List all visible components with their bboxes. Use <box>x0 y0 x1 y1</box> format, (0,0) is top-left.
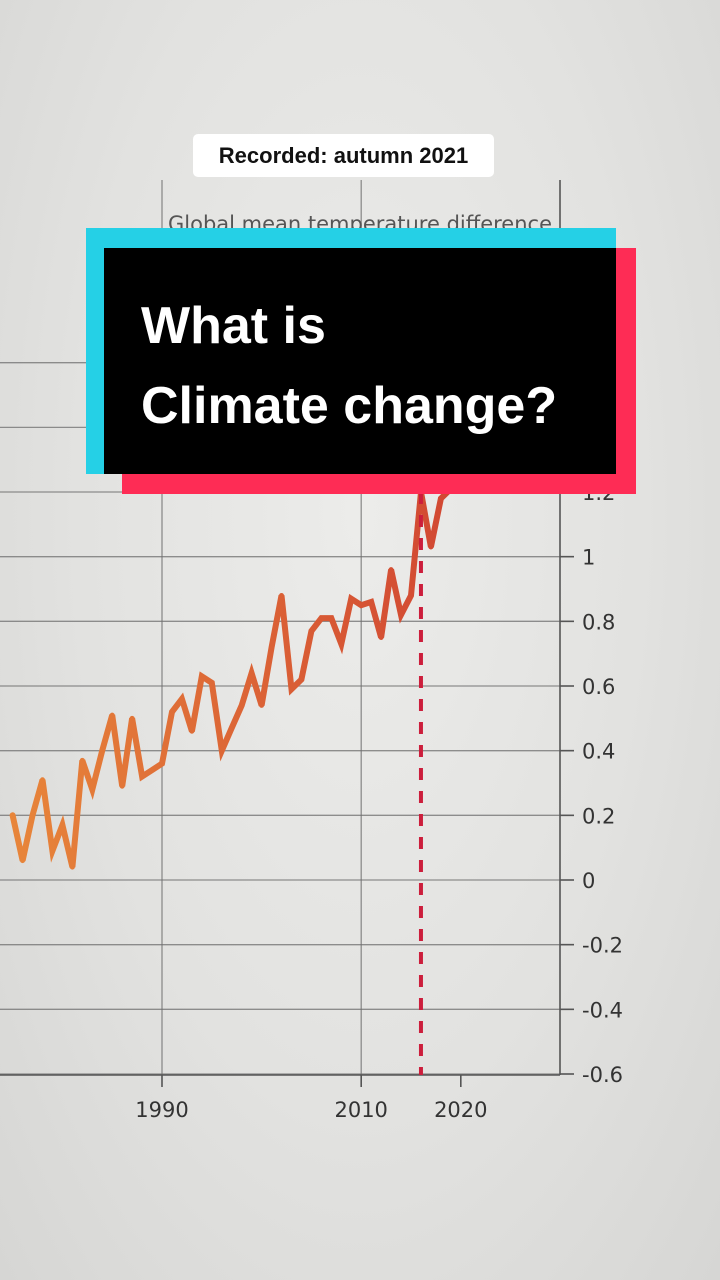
data-point <box>308 628 314 634</box>
data-point <box>269 644 275 650</box>
y-tick-label: 1 <box>582 546 595 570</box>
data-point <box>129 715 135 721</box>
data-point <box>109 712 115 718</box>
data-point <box>209 680 215 686</box>
y-tick-label: -0.2 <box>582 934 623 958</box>
data-point <box>89 786 95 792</box>
data-point <box>348 596 354 602</box>
x-tick-label: 1990 <box>135 1098 188 1122</box>
data-point <box>388 567 394 573</box>
data-point <box>259 702 265 708</box>
data-point <box>79 757 85 763</box>
data-point <box>119 783 125 789</box>
data-point <box>368 599 374 605</box>
chart-grid <box>0 180 560 1075</box>
title-line-2: Climate change? <box>141 377 558 435</box>
x-tick-label: 2020 <box>434 1098 487 1122</box>
data-point <box>428 544 434 550</box>
data-point <box>378 635 384 641</box>
data-point <box>408 592 414 598</box>
data-point <box>39 777 45 783</box>
data-point <box>298 677 304 683</box>
data-point <box>199 673 205 679</box>
data-point <box>229 725 235 731</box>
data-point <box>169 709 175 715</box>
data-point <box>10 812 16 818</box>
data-point <box>69 864 75 870</box>
data-point <box>279 592 285 598</box>
temperature-series <box>9 485 454 870</box>
data-point <box>328 615 334 621</box>
y-tick-label: -0.6 <box>582 1063 623 1087</box>
data-point <box>149 767 155 773</box>
data-point <box>398 612 404 618</box>
title-card: What is Climate change? <box>104 248 616 474</box>
y-tick-label: -0.4 <box>582 998 623 1022</box>
data-point <box>358 602 364 608</box>
data-point <box>99 748 105 754</box>
data-point <box>288 686 294 692</box>
data-point <box>20 858 26 864</box>
series-line <box>9 485 454 868</box>
data-point <box>239 702 245 708</box>
data-point <box>438 495 444 501</box>
data-point <box>59 822 65 828</box>
data-point <box>338 641 344 647</box>
data-point <box>219 748 225 754</box>
x-tick-labels: 1990 2010 2020 <box>135 1098 487 1122</box>
recorded-badge: Recorded: autumn 2021 <box>193 134 494 177</box>
y-tick-label: 0.6 <box>582 675 615 699</box>
title-line-1: What is <box>141 297 326 355</box>
y-tick-label: 0.8 <box>582 610 615 634</box>
x-tick-label: 2010 <box>334 1098 387 1122</box>
y-tick-labels: 1.210.80.60.40.20-0.2-0.4-0.6 <box>582 481 623 1087</box>
data-point <box>139 774 145 780</box>
data-point <box>49 848 55 854</box>
data-point <box>318 615 324 621</box>
y-tick-label: 0.2 <box>582 804 615 828</box>
y-tick-label: 0.4 <box>582 740 615 764</box>
data-point <box>249 670 255 676</box>
y-tick-label: 0 <box>582 869 595 893</box>
data-point <box>179 696 185 702</box>
data-point <box>159 761 165 767</box>
data-point <box>189 728 195 734</box>
data-point <box>30 812 36 818</box>
